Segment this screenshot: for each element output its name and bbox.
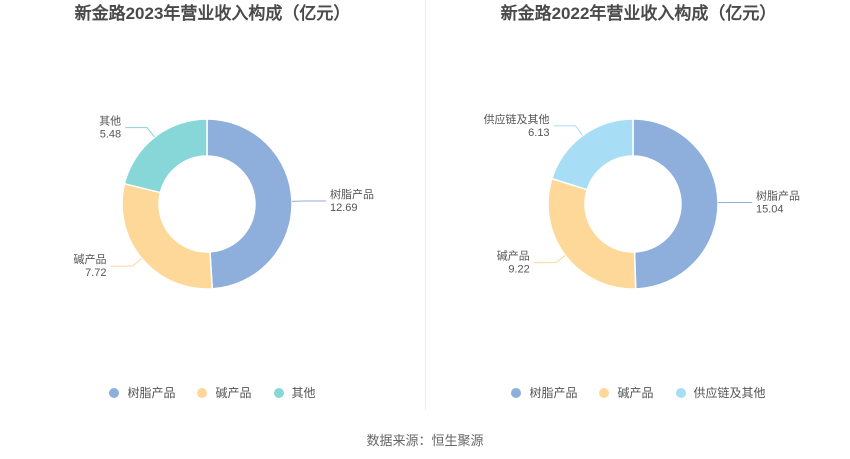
slice-name-label: 其他 <box>99 115 121 128</box>
legend-item[interactable]: 碱产品 <box>599 384 654 401</box>
slice-name-label: 碱产品 <box>74 252 107 266</box>
pie-slice <box>550 118 634 191</box>
legend-label: 其他 <box>291 386 316 400</box>
legend-item[interactable]: 供应链及其他 <box>675 384 766 401</box>
pie-slice <box>206 118 293 290</box>
legend-item[interactable]: 树脂产品 <box>511 384 577 401</box>
slice-value-label: 15.04 <box>756 203 784 215</box>
slice-value-label: 12.69 <box>330 202 358 214</box>
legend-label: 供应链及其他 <box>693 386 766 400</box>
chart-panel-2022: 新金路2022年营业收入构成（亿元） 树脂产品 15.04 碱产品 9.22 供应链及其… <box>426 0 850 410</box>
legend-label: 碱产品 <box>215 386 252 400</box>
legend-marker <box>511 387 522 398</box>
legend-marker <box>273 387 284 398</box>
legend-marker <box>197 387 208 398</box>
slice-name-label: 碱产品 <box>497 249 530 263</box>
slice-value-label: 9.22 <box>508 264 529 276</box>
pie-slice <box>121 182 214 290</box>
label-leader-line <box>553 125 584 136</box>
slice-name-label: 树脂产品 <box>330 187 374 201</box>
slice-value-label: 5.48 <box>100 129 121 141</box>
chart-legend: 树脂产品 碱产品 其他 <box>0 384 425 401</box>
legend-marker <box>109 387 120 398</box>
label-leader-line <box>125 127 155 138</box>
chart-title: 新金路2022年营业收入构成（亿元） <box>500 4 777 23</box>
chart-title: 新金路2023年营业收入构成（亿元） <box>74 4 351 23</box>
legend-marker <box>675 387 686 398</box>
pie-slice <box>123 118 208 194</box>
legend-item[interactable]: 碱产品 <box>197 384 252 401</box>
legend-label: 碱产品 <box>617 386 654 400</box>
label-leader-line <box>533 255 566 264</box>
slice-name-label: 供应链及其他 <box>484 112 550 126</box>
label-leader-line <box>110 258 143 267</box>
slice-value-label: 7.72 <box>85 267 106 279</box>
legend-label: 树脂产品 <box>127 386 176 400</box>
legend-item[interactable]: 其他 <box>273 384 316 401</box>
legend-label: 树脂产品 <box>529 386 578 400</box>
pie-slice <box>547 177 637 290</box>
slice-name-label: 树脂产品 <box>756 188 800 202</box>
chart-legend: 树脂产品 碱产品 供应链及其他 <box>426 384 850 401</box>
panel-divider <box>425 0 426 410</box>
data-source-note: 数据来源：恒生聚源 <box>366 433 484 448</box>
slice-value-label: 6.13 <box>528 127 549 139</box>
pie-slice <box>632 118 719 290</box>
legend-marker <box>599 387 610 398</box>
chart-panel-2023: 新金路2023年营业收入构成（亿元） 树脂产品 12.69 碱产品 7.72 其他 5.4… <box>0 0 425 410</box>
legend-item[interactable]: 树脂产品 <box>109 384 175 401</box>
